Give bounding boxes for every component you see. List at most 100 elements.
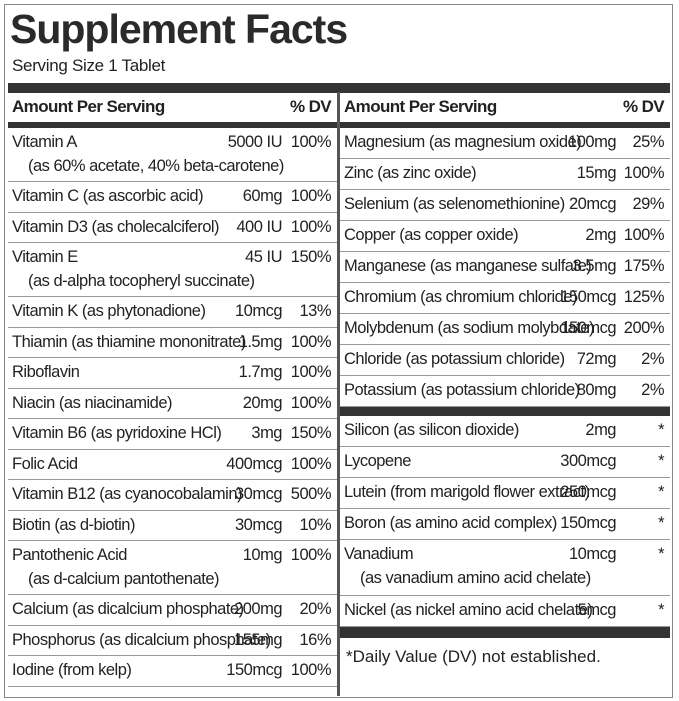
rule — [340, 122, 670, 128]
nutrient-detail: (as vanadium amino acid chelate) — [360, 569, 591, 587]
serving-size: Serving Size 1 Tablet — [12, 56, 166, 75]
nutrient-row: Niacin (as niacinamide) 20mg 100% — [8, 389, 337, 419]
rule — [340, 627, 670, 638]
column-header: Amount Per Serving % DV — [340, 92, 670, 122]
daily-value: 150% — [290, 424, 332, 442]
amount: 2mg — [585, 421, 616, 439]
nutrient-name: Vitamin K (as phytonadione) — [12, 302, 206, 320]
daily-value: 100% — [290, 217, 332, 236]
nutrient-row: Vitamin D3 (as cholecalciferol) 400 IU 100… — [8, 213, 337, 243]
nutrient-detail: (as 60% acetate, 40% beta-carotene) — [28, 157, 284, 175]
header-dv: % DV — [622, 97, 665, 116]
amount: 150mcg — [560, 319, 616, 337]
nutrient-name: Vitamin B12 (as cyanocobalamin) — [12, 485, 243, 503]
nutrient-row: Chromium (as chromium chloride) 150mcg 125… — [340, 283, 670, 314]
daily-value: 2% — [641, 381, 664, 399]
daily-value: 200% — [623, 319, 665, 337]
amount: 2mg — [585, 226, 616, 244]
frame — [4, 4, 673, 698]
nutrient-name: Manganese (as manganese sulfate) — [344, 257, 592, 275]
amount: 3mg — [251, 424, 282, 442]
amount: 1.5mg — [238, 332, 283, 351]
amount: 20mcg — [568, 195, 617, 213]
nutrient-row: Molybdenum (as sodium molybdate) 150mcg 20… — [340, 314, 670, 345]
header-amount: Amount Per Serving — [344, 97, 497, 116]
amount: 60mg — [242, 187, 283, 205]
nutrient-row: Folic Acid 400mcg 100% — [8, 450, 337, 480]
nutrient-detail: (as d-calcium pantothenate) — [28, 570, 220, 588]
rule — [8, 122, 337, 128]
right-column: Amount Per Serving % DV Magnesium (as magn… — [340, 92, 670, 667]
nutrient-name: Nickel (as nickel amino acid chelate) — [344, 601, 593, 619]
nutrient-row: Manganese (as manganese sulfate) 3.5mg 175… — [340, 252, 670, 283]
nutrient-row: Vanadium (as vanadium amino acid chelate)… — [340, 540, 670, 596]
nutrient-name: Potassium (as potassium chloride) — [344, 381, 580, 399]
daily-value: * — [658, 545, 664, 563]
daily-value: 100% — [623, 226, 665, 244]
nutrient-name: Folic Acid — [12, 454, 78, 473]
nutrient-name: Chloride (as potassium chloride) — [344, 350, 565, 368]
nutrient-row: Zinc (as zinc oxide) 15mg 100% — [340, 159, 670, 190]
daily-value: 25% — [632, 133, 664, 151]
amount: 3.5mg — [572, 257, 617, 275]
nutrient-row: Vitamin B6 (as pyridoxine HCl) 3mg 150% — [8, 419, 337, 450]
amount: 5mcg — [577, 601, 617, 619]
daily-value: 100% — [290, 454, 332, 473]
nutrient-row: Selenium (as selenomethionine) 20mcg 29% — [340, 190, 670, 221]
amount: 300mcg — [560, 452, 616, 470]
nutrient-name: Vitamin B6 (as pyridoxine HCl) — [12, 424, 222, 442]
nutrient-name: Iodine (from kelp) — [12, 661, 132, 679]
nutrient-name: Phosphorus (as dicalcium phosphate) — [12, 630, 271, 649]
nutrient-name: Chromium (as chromium chloride) — [344, 288, 577, 306]
left-column: Amount Per Serving % DV Vitamin A (as 60% a… — [8, 92, 337, 687]
nutrient-name: Niacin (as niacinamide) — [12, 393, 173, 412]
amount: 100mg — [568, 133, 616, 151]
nutrient-name: Vitamin C (as ascorbic acid) — [12, 187, 204, 205]
nutrient-name: Magnesium (as magnesium oxide) — [344, 133, 582, 151]
nutrient-row: Nickel (as nickel amino acid chelate) 5mc… — [340, 596, 670, 627]
amount: 150mcg — [560, 514, 616, 532]
nutrient-row: Iodine (from kelp) 150mcg 100% — [8, 656, 337, 687]
nutrient-row: Riboflavin 1.7mg 100% — [8, 358, 337, 389]
footnote: *Daily Value (DV) not established. — [346, 647, 601, 666]
daily-value: 150% — [290, 248, 332, 266]
daily-value: * — [658, 421, 664, 439]
daily-value: 125% — [623, 288, 665, 306]
nutrient-name: Lutein (from marigold flower extract) — [344, 483, 590, 501]
daily-value: 100% — [290, 393, 332, 412]
daily-value: 16% — [299, 630, 331, 649]
nutrient-name: Pantothenic Acid — [12, 546, 127, 564]
daily-value: 175% — [623, 257, 665, 275]
nutrient-row: Vitamin C (as ascorbic acid) 60mg 100% — [8, 182, 337, 213]
daily-value: 13% — [299, 302, 331, 320]
daily-value: 10% — [299, 515, 331, 534]
amount: 250mcg — [560, 483, 616, 501]
daily-value: 2% — [641, 350, 664, 368]
nutrient-row: Calcium (as dicalcium phosphate) 200mg 20% — [8, 595, 337, 626]
column-header: Amount Per Serving % DV — [8, 92, 337, 122]
nutrient-row: Boron (as amino acid complex) 150mcg * — [340, 509, 670, 540]
amount: 72mg — [576, 350, 617, 368]
nutrient-name: Silicon (as silicon dioxide) — [344, 421, 519, 439]
nutrient-row: Copper (as copper oxide) 2mg 100% — [340, 221, 670, 252]
amount: 15mg — [576, 164, 617, 182]
nutrient-name: Lycopene — [344, 452, 411, 470]
nutrient-row: Chloride (as potassium chloride) 72mg 2% — [340, 345, 670, 376]
nutrient-row: Magnesium (as magnesium oxide) 100mg 25% — [340, 128, 670, 159]
amount: 30mcg — [234, 485, 283, 503]
nutrient-name: Molybdenum (as sodium molybdate) — [344, 319, 594, 337]
amount: 10mcg — [234, 302, 283, 320]
nutrient-row: Potassium (as potassium chloride) 80mg 2% — [340, 376, 670, 407]
daily-value: * — [658, 601, 664, 619]
nutrient-row: Vitamin E (as d-alpha tocopheryl succinat… — [8, 243, 337, 297]
daily-value: 100% — [290, 332, 332, 351]
nutrient-name: Vanadium — [344, 545, 414, 563]
nutrient-name: Thiamin (as thiamine mononitrate) — [12, 332, 246, 351]
nutrient-row: Silicon (as silicon dioxide) 2mg * — [340, 416, 670, 447]
daily-value: * — [658, 452, 664, 470]
amount: 10mg — [242, 546, 283, 564]
daily-value: * — [658, 514, 664, 532]
amount: 1.7mg — [238, 363, 283, 381]
daily-value: 100% — [623, 164, 665, 182]
